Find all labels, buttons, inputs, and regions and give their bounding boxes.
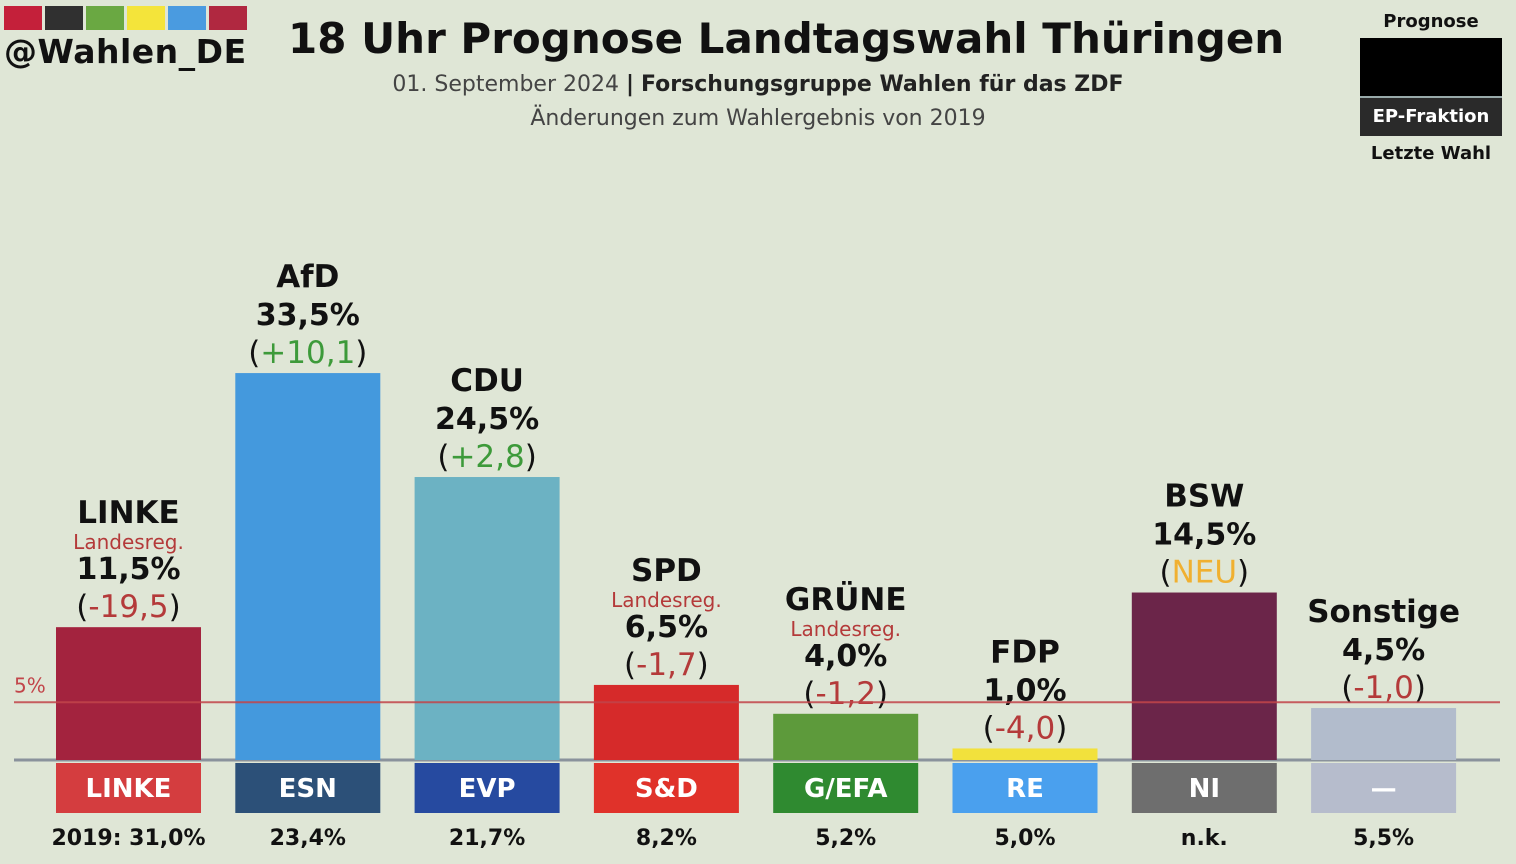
color-strip-swatch — [127, 6, 165, 30]
ep-fraction-box — [773, 763, 919, 813]
bar — [1311, 708, 1457, 760]
previous-result-label: 5,2% — [815, 826, 876, 851]
bar-change-label: (+2,8) — [437, 439, 536, 475]
color-strip-swatch — [4, 6, 42, 30]
ep-fraction-label: RE — [1006, 774, 1044, 804]
party-name-label: FDP — [990, 634, 1060, 670]
bar-value-label: 14,5% — [1152, 518, 1256, 553]
ep-fraction-label: EVP — [459, 774, 516, 804]
previous-result-label: 8,2% — [636, 826, 697, 851]
bar — [952, 748, 1098, 760]
bar — [773, 713, 919, 760]
color-strip-swatch — [209, 6, 247, 30]
institute-name: Forschungsgruppe Wahlen für das ZDF — [641, 72, 1124, 97]
legend-prognose-swatch — [1360, 38, 1502, 96]
legend-prognose-label: Prognose — [1383, 11, 1479, 32]
bar-change-label: (-19,5) — [76, 589, 180, 625]
threshold-label: 5% — [14, 673, 46, 697]
subtitle-separator: | — [626, 72, 635, 97]
bar-change-label: (-1,0) — [1341, 670, 1426, 706]
ep-fraction-label: LINKE — [86, 774, 172, 804]
color-strip-swatch — [86, 6, 124, 30]
party-name-label: AfD — [276, 259, 339, 295]
legend-letzte-wahl-label: Letzte Wahl — [1370, 143, 1492, 164]
ep-fraction-box — [1311, 763, 1457, 813]
bar — [1131, 592, 1277, 760]
party-name-label: LINKE — [77, 495, 179, 531]
previous-result-label: 5,0% — [994, 826, 1055, 851]
election-date: 01. September 2024 — [392, 72, 619, 97]
bar — [593, 684, 739, 760]
ep-fraction-box — [235, 763, 381, 813]
bar-value-label: 4,5% — [1342, 633, 1425, 668]
ep-fraction-label: S&D — [635, 774, 698, 804]
government-label: Landesreg. — [611, 588, 722, 612]
color-strip — [4, 6, 247, 30]
bar-change-label: (-1,2) — [803, 676, 888, 712]
color-strip-swatch — [168, 6, 206, 30]
chart-subtitle: 01. September 2024 | Forschungsgruppe Wa… — [0, 72, 1516, 97]
bar — [235, 373, 381, 760]
ep-fraction-box — [952, 763, 1098, 813]
previous-result-label: 21,7% — [449, 826, 525, 851]
account-handle: @Wahlen_DE — [4, 32, 247, 71]
ep-fraction-box — [56, 763, 201, 813]
ep-fraction-box — [593, 763, 739, 813]
bar-value-label: 33,5% — [256, 298, 360, 333]
bar-change-label: (-4,0) — [983, 710, 1068, 746]
party-name-label: Sonstige — [1307, 594, 1460, 630]
ep-fraction-label: ESN — [279, 774, 337, 804]
bar-change-label: (-1,7) — [624, 647, 709, 683]
bar-change-label: (+10,1) — [248, 335, 367, 371]
party-name-label: GRÜNE — [785, 581, 907, 618]
previous-result-label: 2019: 31,0% — [51, 826, 205, 851]
changes-note: Änderungen zum Wahlergebnis von 2019 — [530, 106, 986, 131]
ep-fraction-label: NI — [1189, 774, 1220, 804]
previous-result-label: n.k. — [1181, 826, 1228, 851]
color-strip-swatch — [45, 6, 83, 30]
party-name-label: BSW — [1164, 479, 1244, 515]
ep-fraction-label: — — [1371, 774, 1397, 804]
previous-result-label: 23,4% — [270, 826, 346, 851]
bar-value-label: 11,5% — [76, 552, 180, 587]
bar-value-label: 6,5% — [625, 610, 708, 645]
bar-value-label: 4,0% — [804, 639, 887, 674]
party-name-label: SPD — [631, 553, 702, 589]
bar-change-label: (NEU) — [1159, 555, 1249, 591]
bar — [414, 477, 560, 760]
legend: Prognose EP-Fraktion Letzte Wahl — [1360, 8, 1502, 172]
bar — [56, 627, 201, 760]
party-name-label: CDU — [450, 363, 524, 399]
government-label: Landesreg. — [790, 617, 901, 641]
bar-value-label: 24,5% — [435, 402, 539, 437]
chart-title: 18 Uhr Prognose Landtagswahl Thüringen — [288, 14, 1285, 63]
government-label: Landesreg. — [73, 530, 184, 554]
legend-ep-fraktion-label: EP-Fraktion — [1360, 96, 1502, 136]
ep-fraction-box — [414, 763, 560, 813]
ep-fraction-box — [1131, 763, 1277, 813]
previous-result-label: 5,5% — [1353, 826, 1414, 851]
ep-fraction-label: G/EFA — [804, 774, 888, 804]
